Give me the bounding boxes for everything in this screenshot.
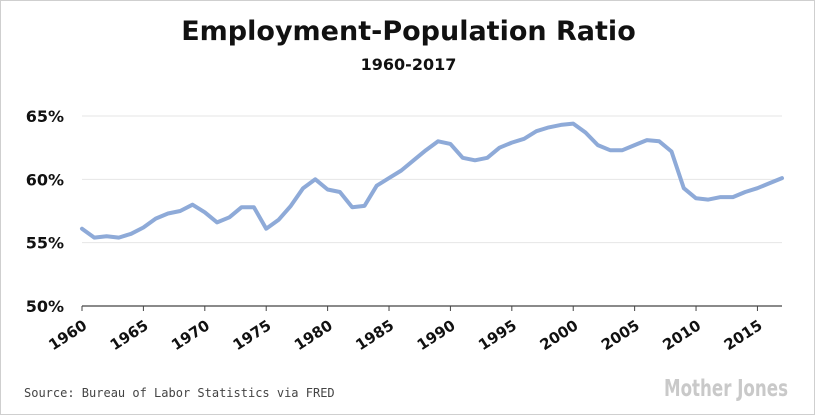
- x-tick-label: 2005: [598, 316, 643, 354]
- x-tick-label: 2010: [659, 316, 704, 354]
- x-tick-label: 2015: [721, 316, 766, 354]
- x-tick-label: 1960: [45, 316, 90, 354]
- brand-logo-text: Mother Jones: [664, 376, 788, 402]
- grid-layer: [82, 115, 782, 244]
- x-tick-label: 1990: [414, 316, 459, 354]
- x-tick-label: 2000: [537, 316, 582, 354]
- y-tick-label: 60%: [26, 170, 64, 189]
- series-layer: [80, 121, 784, 240]
- x-tick-label: 1975: [230, 316, 275, 354]
- x-tick-label: 1985: [352, 316, 397, 354]
- series-line: [80, 121, 784, 240]
- chart-subtitle: 1960-2017: [360, 55, 457, 74]
- chart-title: Employment-Population Ratio: [181, 16, 636, 47]
- x-tick-label: 1965: [107, 316, 152, 354]
- x-tick-label: 1970: [168, 316, 213, 354]
- brand-logo: Mother Jones: [664, 376, 788, 402]
- x-tick-label: 1980: [291, 316, 336, 354]
- y-tick-label: 65%: [26, 107, 64, 126]
- axis-layer: [81, 305, 782, 311]
- y-tick-label: 50%: [26, 297, 64, 316]
- y-tick-label: 55%: [26, 234, 64, 253]
- source-note: Source: Bureau of Labor Statistics via F…: [24, 386, 335, 400]
- x-tick-label: 1995: [475, 316, 520, 354]
